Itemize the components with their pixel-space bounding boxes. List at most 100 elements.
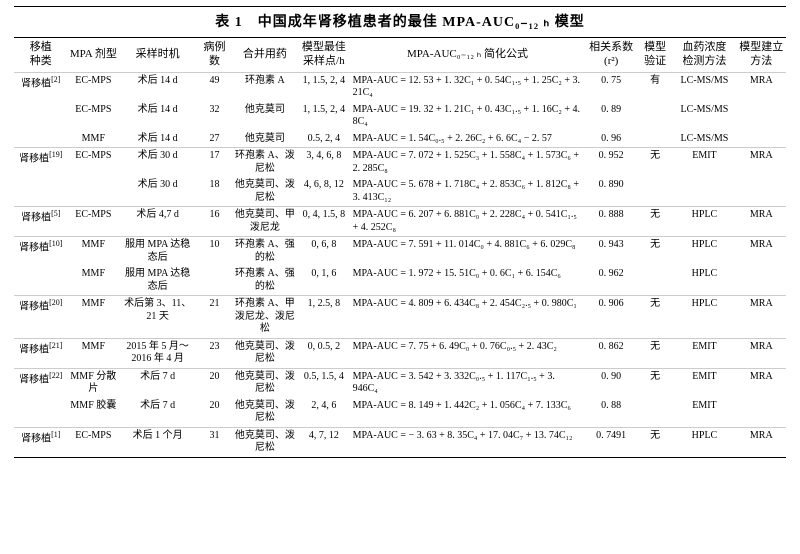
cell: MPA-AUC = 19. 32 + 1. 21C₁ + 0. 43C₁.₅ +… bbox=[351, 102, 585, 131]
cell: MMF bbox=[68, 338, 119, 368]
cell: 肾移植[1] bbox=[14, 427, 68, 457]
cell: EMIT bbox=[672, 368, 736, 398]
cell: EC-MPS bbox=[68, 148, 119, 178]
col-7: 相关系数(r²) bbox=[584, 38, 638, 73]
cell: 环孢素 A、强的松 bbox=[233, 266, 297, 296]
cell bbox=[196, 266, 232, 296]
cell: EMIT bbox=[672, 148, 736, 178]
cell: MPA-AUC = 8. 149 + 1. 442C₂ + 1. 056C₄ +… bbox=[351, 398, 585, 428]
cell: 服用 MPA 达稳态后 bbox=[119, 266, 196, 296]
cell: EC-MPS bbox=[68, 102, 119, 131]
cell bbox=[737, 398, 786, 428]
cell: 无 bbox=[638, 237, 672, 267]
cell: MMF bbox=[68, 296, 119, 339]
cell: HPLC bbox=[672, 427, 736, 457]
table-row: 肾移植[2]EC-MPS术后 14 d49环孢素 A1, 1.5, 2, 4MP… bbox=[14, 72, 786, 102]
cell: EC-MPS bbox=[68, 207, 119, 237]
cell: 无 bbox=[638, 207, 672, 237]
cell: MPA-AUC = 1. 54C₀.₅ + 2. 26C₂ + 6. 6C₄ −… bbox=[351, 131, 585, 148]
cell: 0, 0.5, 2 bbox=[297, 338, 351, 368]
cell: MRA bbox=[737, 148, 786, 178]
cell: 1, 1.5, 2, 4 bbox=[297, 102, 351, 131]
cell: MRA bbox=[737, 237, 786, 267]
cell: 0. 952 bbox=[584, 148, 638, 178]
cell: 无 bbox=[638, 427, 672, 457]
cell: 32 bbox=[196, 102, 232, 131]
cell: EMIT bbox=[672, 398, 736, 428]
cell: MPA-AUC = 4. 809 + 6. 434C₈ + 2. 454C₂.₅… bbox=[351, 296, 585, 339]
cell: 他克莫司、泼尼松 bbox=[233, 368, 297, 398]
cell bbox=[638, 177, 672, 207]
cell: 肾移植[20] bbox=[14, 296, 68, 339]
cell: 他克莫司 bbox=[233, 102, 297, 131]
cell: 3, 4, 6, 8 bbox=[297, 148, 351, 178]
cell: 术后第 3、11、21 天 bbox=[119, 296, 196, 339]
cell: HPLC bbox=[672, 207, 736, 237]
cell: 0. 7491 bbox=[584, 427, 638, 457]
cell: 有 bbox=[638, 72, 672, 102]
cell: HPLC bbox=[672, 296, 736, 339]
cell bbox=[14, 102, 68, 131]
cell bbox=[737, 266, 786, 296]
cell: 0, 6, 8 bbox=[297, 237, 351, 267]
cell: 0. 890 bbox=[584, 177, 638, 207]
cell: HPLC bbox=[672, 237, 736, 267]
cell: MPA-AUC = 7. 75 + 6. 49C₀ + 0. 76C₀.₅ + … bbox=[351, 338, 585, 368]
cell: MRA bbox=[737, 427, 786, 457]
cell bbox=[737, 102, 786, 131]
cell bbox=[14, 177, 68, 207]
col-1: MPA 剂型 bbox=[68, 38, 119, 73]
col-3: 病例数 bbox=[196, 38, 232, 73]
cell: HPLC bbox=[672, 266, 736, 296]
cell: 0. 862 bbox=[584, 338, 638, 368]
table-row: 肾移植[22]MMF 分散片术后 7 d20他克莫司、泼尼松0.5, 1.5, … bbox=[14, 368, 786, 398]
cell: 0. 96 bbox=[584, 131, 638, 148]
cell: 0. 89 bbox=[584, 102, 638, 131]
cell: 他克莫司 bbox=[233, 131, 297, 148]
cell: 肾移植[10] bbox=[14, 237, 68, 267]
cell: 他克莫司、泼尼松 bbox=[233, 427, 297, 457]
cell: 2015 年 5 月～2016 年 4 月 bbox=[119, 338, 196, 368]
cell: 术后 14 d bbox=[119, 131, 196, 148]
cell: 2, 4, 6 bbox=[297, 398, 351, 428]
col-4: 合并用药 bbox=[233, 38, 297, 73]
table-header-row: 移植种类MPA 剂型采样时机病例数合并用药模型最佳采样点/hMPA-AUC₀₋₁… bbox=[14, 38, 786, 73]
cell: 1, 2.5, 8 bbox=[297, 296, 351, 339]
cell: 16 bbox=[196, 207, 232, 237]
cell bbox=[737, 177, 786, 207]
cell: 31 bbox=[196, 427, 232, 457]
cell: 0. 962 bbox=[584, 266, 638, 296]
table-row: MMF 胶囊术后 7 d20他克莫司、泼尼松2, 4, 6MPA-AUC = 8… bbox=[14, 398, 786, 428]
cell: 术后 7 d bbox=[119, 398, 196, 428]
cell: 0. 88 bbox=[584, 398, 638, 428]
cell: 0. 943 bbox=[584, 237, 638, 267]
cell: 4, 7, 12 bbox=[297, 427, 351, 457]
table-body: 肾移植[2]EC-MPS术后 14 d49环孢素 A1, 1.5, 2, 4MP… bbox=[14, 72, 786, 457]
table-row: 肾移植[1]EC-MPS术后 1 个月31他克莫司、泼尼松4, 7, 12MPA… bbox=[14, 427, 786, 457]
cell bbox=[14, 131, 68, 148]
cell: MPA-AUC = 5. 678 + 1. 718C₄ + 2. 853C₆ +… bbox=[351, 177, 585, 207]
cell bbox=[737, 131, 786, 148]
cell: 0, 1, 6 bbox=[297, 266, 351, 296]
cell: 术后 4,7 d bbox=[119, 207, 196, 237]
cell: 18 bbox=[196, 177, 232, 207]
cell: MPA-AUC = − 3. 63 + 8. 35C₄ + 17. 04C₇ +… bbox=[351, 427, 585, 457]
cell: MMF bbox=[68, 237, 119, 267]
cell: 0.5, 1.5, 4 bbox=[297, 368, 351, 398]
table-title: 表 1 中国成年肾移植患者的最佳 MPA-AUC₀₋₁₂ ₕ 模型 bbox=[14, 6, 786, 31]
cell: MRA bbox=[737, 338, 786, 368]
cell bbox=[638, 131, 672, 148]
cell: 0. 90 bbox=[584, 368, 638, 398]
cell bbox=[672, 177, 736, 207]
cell: 0. 75 bbox=[584, 72, 638, 102]
cell: 21 bbox=[196, 296, 232, 339]
cell: 27 bbox=[196, 131, 232, 148]
cell: 环孢素 A、泼尼松 bbox=[233, 148, 297, 178]
cell bbox=[638, 266, 672, 296]
col-9: 血药浓度检测方法 bbox=[672, 38, 736, 73]
cell: 20 bbox=[196, 398, 232, 428]
cell: 肾移植[21] bbox=[14, 338, 68, 368]
cell: 0. 906 bbox=[584, 296, 638, 339]
cell: 无 bbox=[638, 368, 672, 398]
cell: 术后 30 d bbox=[119, 148, 196, 178]
